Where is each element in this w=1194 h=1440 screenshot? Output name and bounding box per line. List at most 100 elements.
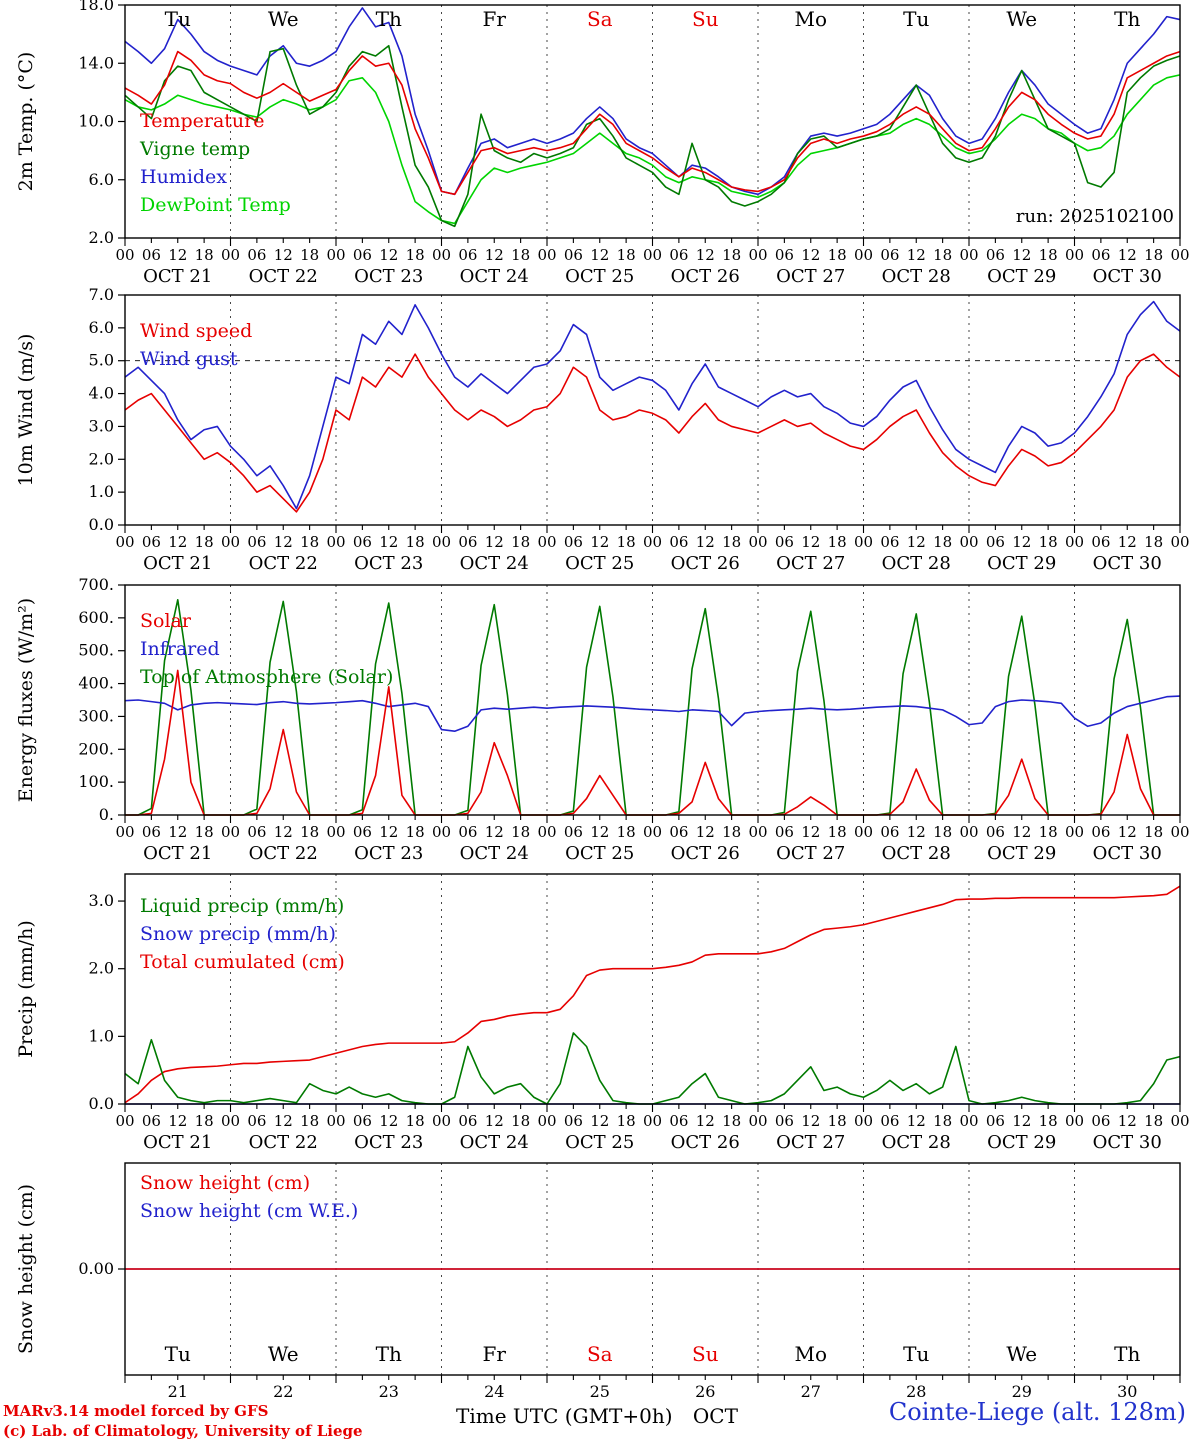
oct-day-label: OCT 23	[354, 553, 423, 574]
oct-day-label: OCT 29	[987, 1132, 1056, 1153]
weekday-label-bottom: Tu	[165, 1342, 191, 1366]
panel-frame	[125, 295, 1180, 525]
hour-tick-label: 12	[1012, 533, 1031, 551]
hour-tick-label: 00	[748, 823, 767, 841]
weekday-label: Fr	[483, 7, 507, 31]
hour-tick-label: 00	[959, 533, 978, 551]
hour-tick-label: 06	[458, 823, 477, 841]
hour-tick-label: 00	[1170, 1112, 1189, 1130]
oct-day-label: OCT 22	[249, 843, 318, 864]
hour-tick-label: 06	[669, 1112, 688, 1130]
hour-tick-label: 12	[696, 1112, 715, 1130]
hour-tick-label: 00	[643, 823, 662, 841]
legend-liquid-precip-mm-h: Liquid precip (mm/h)	[140, 895, 344, 917]
hour-tick-label: 18	[617, 823, 636, 841]
hour-tick-label: 18	[617, 533, 636, 551]
legend-vigne-temp: Vigne temp	[139, 138, 250, 160]
weekday-label: Tu	[165, 7, 191, 31]
hour-tick-label: 06	[1091, 533, 1110, 551]
hour-tick-label: 18	[828, 1112, 847, 1130]
hour-tick-label: 06	[775, 1112, 794, 1130]
hour-tick-label: 00	[221, 1112, 240, 1130]
hour-tick-label: 12	[274, 533, 293, 551]
legend-solar: Solar	[140, 610, 192, 632]
hour-tick-label: 18	[722, 823, 741, 841]
hour-tick-label: 00	[537, 246, 556, 264]
oct-day-label: OCT 25	[565, 266, 634, 287]
hour-tick-label: 18	[1039, 1112, 1058, 1130]
hour-tick-label: 06	[458, 246, 477, 264]
hour-tick-label: 06	[1091, 823, 1110, 841]
hour-tick-label: 18	[828, 246, 847, 264]
hour-tick-label: 06	[1091, 1112, 1110, 1130]
hour-tick-label: 00	[326, 533, 345, 551]
day-number-label: 24	[484, 1382, 504, 1401]
legend-snow-height-cm: Snow height (cm)	[140, 1172, 310, 1194]
hour-tick-label: 12	[696, 823, 715, 841]
hour-tick-label: 00	[115, 1112, 134, 1130]
hour-tick-label: 00	[221, 823, 240, 841]
panel-snow-height: 0.00TuWeThFrSaSuMoTuWeTh2122232425262728…	[15, 1163, 1180, 1401]
model-credit-line2: (c) Lab. of Climatology, University of L…	[3, 1421, 363, 1440]
hour-tick-label: 18	[617, 246, 636, 264]
hour-tick-label: 12	[907, 533, 926, 551]
hour-tick-label: 06	[880, 533, 899, 551]
oct-day-label: OCT 30	[1093, 843, 1162, 864]
oct-day-label: OCT 27	[776, 266, 845, 287]
y-axis-title: Snow height (cm)	[15, 1184, 37, 1354]
hour-tick-label: 06	[247, 1112, 266, 1130]
weekday-label-bottom: Sa	[587, 1342, 613, 1366]
oct-day-label: OCT 29	[987, 266, 1056, 287]
hour-tick-label: 18	[828, 533, 847, 551]
hour-tick-label: 12	[1012, 1112, 1031, 1130]
y-tick-label: 18.0	[78, 0, 114, 14]
hour-tick-label: 18	[406, 246, 425, 264]
hour-tick-label: 06	[564, 533, 583, 551]
hour-tick-label: 06	[247, 246, 266, 264]
oct-day-label: OCT 23	[354, 266, 423, 287]
hour-tick-label: 00	[537, 823, 556, 841]
hour-tick-label: 12	[1118, 823, 1137, 841]
y-tick-label: 500.	[78, 641, 114, 660]
hour-tick-label: 06	[247, 533, 266, 551]
hour-tick-label: 06	[669, 533, 688, 551]
oct-day-label: OCT 24	[460, 553, 529, 574]
hour-tick-label: 00	[1065, 246, 1084, 264]
weekday-label: Th	[1114, 7, 1140, 31]
hour-tick-label: 06	[353, 1112, 372, 1130]
hour-tick-label: 06	[986, 246, 1005, 264]
legend-infrared: Infrared	[140, 638, 220, 660]
oct-day-label: OCT 22	[249, 553, 318, 574]
panel-precipitation: 0.01.02.03.00006121800061218000612180006…	[15, 874, 1190, 1153]
weekday-label-bottom: We	[268, 1342, 299, 1366]
hour-tick-label: 00	[432, 533, 451, 551]
hour-tick-label: 00	[854, 246, 873, 264]
weekday-label-bottom: Th	[1114, 1342, 1140, 1366]
hour-tick-label: 06	[353, 246, 372, 264]
y-tick-label: 300.	[78, 706, 114, 725]
y-tick-label: 3.0	[89, 416, 114, 435]
hour-tick-label: 12	[907, 246, 926, 264]
hour-tick-label: 18	[406, 1112, 425, 1130]
hour-tick-label: 18	[195, 533, 214, 551]
y-axis-title: Energy fluxes (W/m²)	[15, 598, 37, 802]
hour-tick-label: 06	[775, 533, 794, 551]
hour-tick-label: 00	[432, 1112, 451, 1130]
y-tick-label: 0.0	[89, 1094, 114, 1113]
hour-tick-label: 12	[801, 533, 820, 551]
oct-day-label: OCT 29	[987, 553, 1056, 574]
station-label: Cointe-Liege (alt. 128m)	[889, 1398, 1186, 1426]
legend-humidex: Humidex	[140, 166, 227, 188]
oct-day-label: OCT 30	[1093, 553, 1162, 574]
hour-tick-label: 06	[353, 823, 372, 841]
hour-tick-label: 06	[142, 823, 161, 841]
hour-tick-label: 18	[300, 1112, 319, 1130]
hour-tick-label: 18	[1039, 533, 1058, 551]
month-label: OCT	[693, 1404, 738, 1428]
hour-tick-label: 00	[1065, 1112, 1084, 1130]
hour-tick-label: 06	[775, 823, 794, 841]
legend-total-cumulated-cm: Total cumulated (cm)	[140, 951, 345, 973]
hour-tick-label: 18	[722, 246, 741, 264]
hour-tick-label: 00	[854, 1112, 873, 1130]
legend-wind-speed: Wind speed	[140, 320, 252, 342]
